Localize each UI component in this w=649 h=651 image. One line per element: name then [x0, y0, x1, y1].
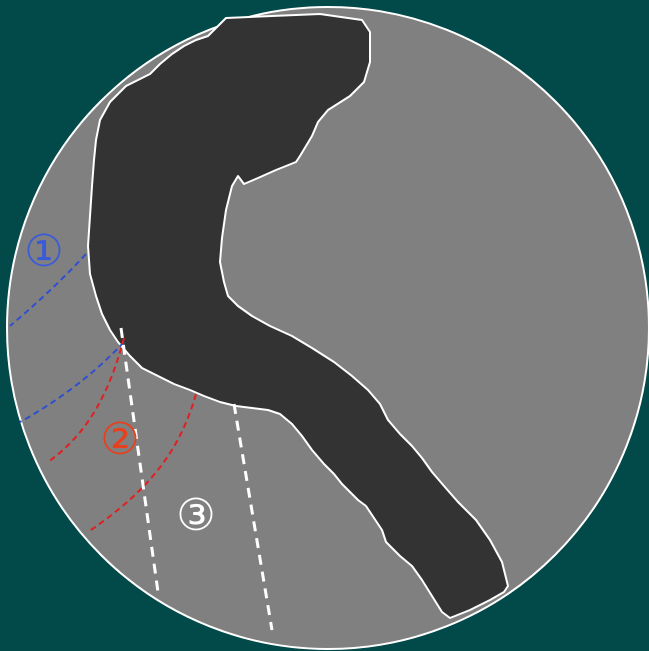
- zone3-boundary-left: [119, 327, 160, 593]
- zone3-boundary-right: [232, 403, 274, 631]
- zone1-boundary-upper: [9, 253, 87, 327]
- zone1-boundary-lower: [19, 341, 125, 423]
- zone2-label: ②: [100, 414, 139, 465]
- dark-curved-body: [87, 13, 509, 619]
- zone1-label: ①: [24, 226, 63, 277]
- zone3-label: ③: [176, 490, 215, 541]
- zone2-boundary-inner: [47, 337, 125, 463]
- zone2-boundary-outer: [87, 393, 197, 533]
